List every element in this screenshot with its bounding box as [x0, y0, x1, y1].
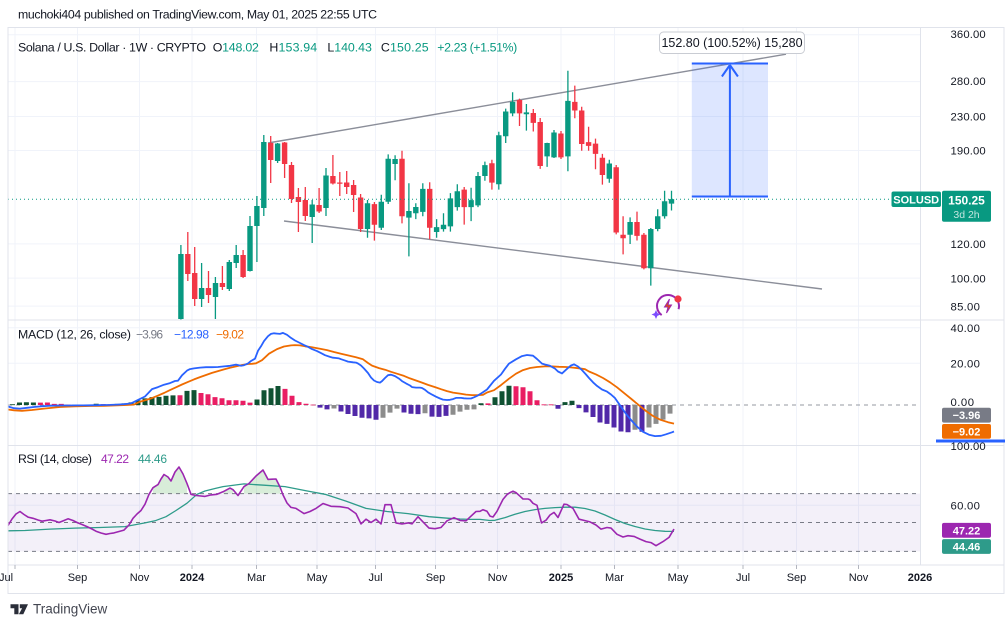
svg-text:Mar: Mar	[247, 572, 266, 584]
svg-text:2025: 2025	[549, 572, 573, 584]
svg-text:MACD (12, 26, close): MACD (12, 26, close)	[18, 328, 131, 342]
svg-text:−3.96: −3.96	[136, 328, 163, 342]
svg-text:Sep: Sep	[68, 572, 88, 584]
svg-text:152.80 (100.52%) 15,280: 152.80 (100.52%) 15,280	[661, 36, 802, 50]
svg-text:120.00: 120.00	[951, 239, 986, 251]
svg-text:May: May	[307, 572, 328, 584]
svg-text:20.00: 20.00	[951, 358, 980, 370]
svg-text:Nov: Nov	[130, 572, 150, 584]
svg-text:+2.23 (+1.51%): +2.23 (+1.51%)	[437, 41, 517, 55]
svg-text:SOLUSD: SOLUSD	[893, 194, 939, 206]
svg-text:360.00: 360.00	[951, 29, 986, 41]
svg-text:190.00: 190.00	[951, 146, 986, 158]
svg-text:100.00: 100.00	[951, 273, 986, 285]
svg-text:2024: 2024	[180, 572, 205, 584]
svg-text:40.00: 40.00	[951, 323, 980, 335]
svg-text:47.22: 47.22	[101, 452, 129, 466]
svg-text:RSI (14, close): RSI (14, close)	[18, 452, 92, 466]
svg-text:Nov: Nov	[849, 572, 869, 584]
svg-text:Jul: Jul	[0, 572, 13, 584]
svg-text:150.25: 150.25	[948, 194, 985, 208]
svg-text:280.00: 280.00	[951, 76, 986, 88]
svg-text:47.22: 47.22	[953, 525, 981, 537]
svg-text:muchoki404 published on Tradin: muchoki404 published on TradingView.com,…	[18, 8, 377, 22]
svg-text:TradingView: TradingView	[33, 602, 108, 617]
svg-text:Jul: Jul	[736, 572, 750, 584]
svg-text:−9.02: −9.02	[216, 328, 244, 342]
svg-text:May: May	[668, 572, 689, 584]
svg-text:Sep: Sep	[787, 572, 807, 584]
svg-text:0.00: 0.00	[951, 397, 975, 409]
svg-text:Mar: Mar	[605, 572, 624, 584]
svg-text:Nov: Nov	[488, 572, 508, 584]
svg-text:3d 2h: 3d 2h	[953, 209, 979, 221]
svg-text:60.00: 60.00	[951, 500, 980, 512]
svg-text:H153.94: H153.94	[269, 41, 317, 55]
svg-text:Sep: Sep	[426, 572, 446, 584]
svg-text:2026: 2026	[908, 572, 932, 584]
svg-text:44.46: 44.46	[953, 542, 981, 554]
svg-text:Jul: Jul	[368, 572, 382, 584]
svg-text:−12.98: −12.98	[174, 328, 209, 342]
svg-text:Solana / U.S. Dollar · 1W · CR: Solana / U.S. Dollar · 1W · CRYPTO	[18, 41, 206, 55]
svg-text:C150.25: C150.25	[381, 41, 429, 55]
svg-text:100.00: 100.00	[951, 441, 986, 453]
svg-text:−3.96: −3.96	[953, 410, 981, 422]
svg-text:L140.43: L140.43	[327, 41, 372, 55]
svg-text:85.00: 85.00	[951, 301, 980, 313]
svg-text:O148.02: O148.02	[213, 41, 259, 55]
svg-text:44.46: 44.46	[138, 452, 167, 466]
svg-text:−9.02: −9.02	[953, 426, 981, 438]
svg-text:230.00: 230.00	[951, 112, 986, 124]
